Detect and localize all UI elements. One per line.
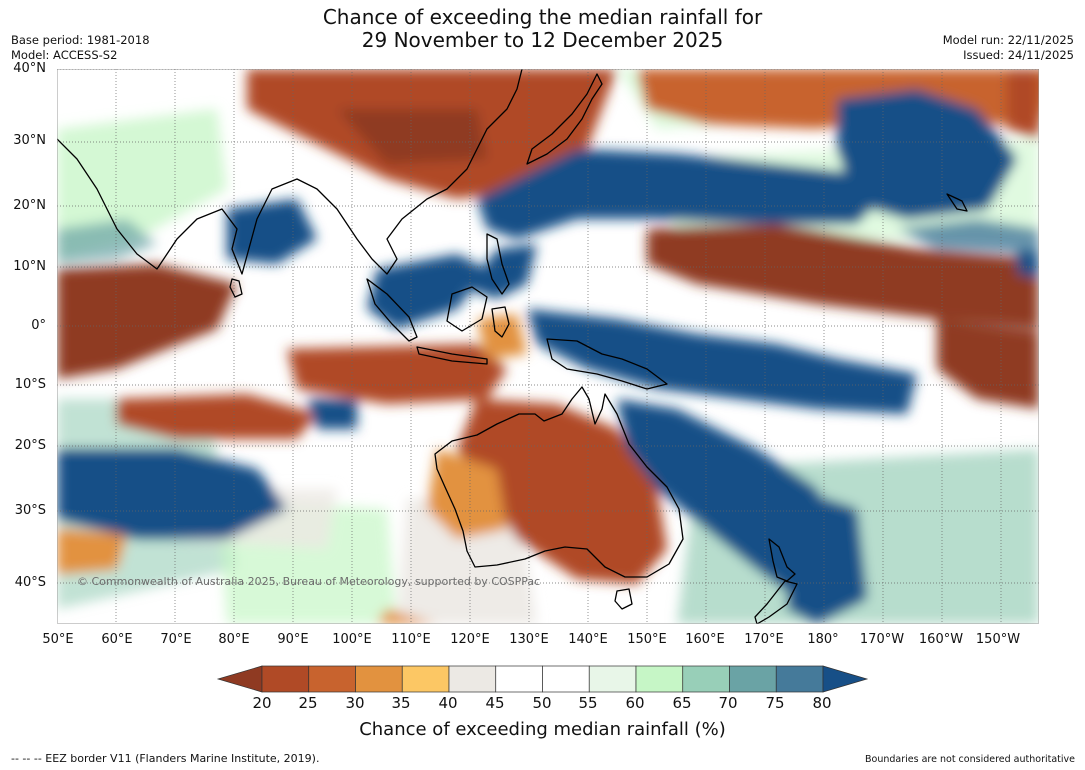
lon-label: 160°W: [918, 632, 964, 647]
colorbar-tick: 65: [672, 694, 692, 712]
borneo-coast: [446, 286, 488, 332]
title-line-2: 29 November to 12 December 2025: [361, 28, 724, 52]
lat-label: 10°N: [13, 259, 46, 274]
colorbar-tick: 40: [438, 694, 458, 712]
colorbar-segment: [682, 665, 730, 693]
lon-label: 170°W: [859, 632, 905, 647]
lat-label: 30°S: [14, 503, 46, 518]
lon-label: 110°E: [391, 632, 431, 647]
model-run: Model run: 22/11/2025: [942, 33, 1074, 47]
colorbar-segment: [775, 665, 824, 693]
chart-title: Chance of exceeding the median rainfall …: [0, 6, 1085, 52]
boundary-disclaimer: Boundaries are not considered authoritat…: [865, 754, 1075, 765]
sri-lanka-coast: [229, 278, 243, 298]
colorbar-segment: [542, 665, 590, 693]
colorbar-tick: 70: [718, 694, 738, 712]
colorbar-segment: [495, 665, 543, 693]
colorbar-arrow-low: [216, 665, 263, 693]
rainfall-map[interactable]: © Commonwealth of Australia 2025, Bureau…: [57, 69, 1039, 624]
eez-legend: -- -- -- EEZ border V11 (Flanders Marine…: [11, 752, 320, 765]
map-frame: [57, 69, 1039, 624]
colorbar-segment: [448, 665, 497, 693]
sumatra-coast: [366, 278, 418, 342]
lat-label: 20°S: [14, 438, 46, 453]
lat-label: 40°S: [14, 575, 46, 590]
lon-label: 60°E: [101, 632, 133, 647]
lon-label: 70°E: [160, 632, 192, 647]
colorbar-tick: 45: [485, 694, 505, 712]
lon-label: 170°E: [744, 632, 784, 647]
lon-label: 140°E: [568, 632, 608, 647]
new-zealand-south: [754, 580, 798, 624]
meta-left: Base period: 1981-2018 Model: ACCESS-S2: [11, 33, 150, 63]
colorbar-tick: 50: [532, 694, 552, 712]
colorbar-segment: [729, 665, 777, 693]
hawaii-coast: [946, 193, 968, 212]
lon-label: 180°: [807, 632, 839, 647]
asia-coast: [57, 69, 523, 275]
colorbar: [216, 665, 869, 693]
colorbar-tick: 30: [345, 694, 365, 712]
lon-label: 150°E: [627, 632, 667, 647]
colorbar-tick: 75: [765, 694, 785, 712]
colorbar-tick: 35: [391, 694, 411, 712]
issued-date: Issued: 24/11/2025: [963, 48, 1074, 62]
model-name: Model: ACCESS-S2: [11, 48, 118, 62]
australia-coast: [434, 386, 684, 578]
colorbar-segment: [588, 665, 637, 693]
colorbar-segment: [355, 665, 403, 693]
colorbar-arrow-high: [822, 665, 869, 693]
meta-right: Model run: 22/11/2025 Issued: 24/11/2025: [943, 33, 1074, 63]
lat-label: 0°: [31, 318, 46, 333]
java-coast: [416, 346, 488, 365]
philippines-coast: [486, 233, 510, 295]
lon-label: 50°E: [42, 632, 74, 647]
lon-label: 80°E: [218, 632, 250, 647]
colorbar-segment: [635, 665, 684, 693]
colorbar-label: Chance of exceeding median rainfall (%): [359, 719, 726, 740]
base-period: Base period: 1981-2018: [11, 33, 150, 47]
lat-label: 20°N: [13, 198, 46, 213]
lat-label: 40°N: [13, 61, 46, 76]
new-guinea-coast: [546, 338, 668, 390]
tasmania-coast: [614, 588, 633, 610]
lon-label: 150°W: [975, 632, 1021, 647]
lon-label: 130°E: [509, 632, 549, 647]
sulawesi-coast: [491, 306, 510, 338]
graticule: [57, 69, 1039, 624]
colorbar-tick: 20: [252, 694, 272, 712]
copyright-notice: © Commonwealth of Australia 2025, Bureau…: [77, 575, 540, 588]
japan-coast: [526, 73, 603, 165]
lon-label: 90°E: [277, 632, 309, 647]
new-zealand-north: [768, 538, 796, 582]
lon-label: 160°E: [685, 632, 725, 647]
colorbar-segment: [261, 665, 310, 693]
lon-label: 100°E: [332, 632, 372, 647]
colorbar-tick: 25: [298, 694, 318, 712]
colorbar-segment: [308, 665, 356, 693]
coastlines: [57, 69, 968, 624]
lat-label: 10°S: [14, 377, 46, 392]
lon-label: 120°E: [450, 632, 490, 647]
colorbar-segment: [401, 665, 450, 693]
lat-label: 30°N: [13, 133, 46, 148]
probability-field: [57, 69, 1039, 624]
colorbar-tick: 55: [578, 694, 598, 712]
colorbar-tick: 60: [625, 694, 645, 712]
title-line-1: Chance of exceeding the median rainfall …: [322, 5, 763, 29]
colorbar-tick: 80: [812, 694, 832, 712]
